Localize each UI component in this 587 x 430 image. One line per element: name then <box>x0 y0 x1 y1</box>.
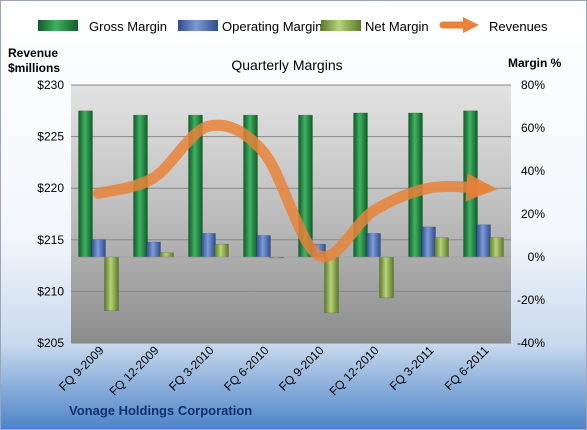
bar-net-margin-2 <box>214 243 229 258</box>
category-label-2: FQ 3-2010 <box>166 343 217 394</box>
right-axis-ticks: -40% -20% 0% 20% 40% 60% 80% <box>517 78 545 350</box>
bar-operating-margin-3 <box>256 235 271 258</box>
category-labels: FQ 9-2009 FQ 12-2009 FQ 3-2010 FQ 6-2010 FQ … <box>56 343 492 398</box>
legend-label-operating-margin: Operating Margin <box>222 19 322 34</box>
legend-label-net-margin: Net Margin <box>365 19 429 34</box>
category-label-0: FQ 9-2009 <box>56 343 107 394</box>
left-tick-label-5: $230 <box>37 78 64 92</box>
left-tick-label-3: $220 <box>37 181 64 195</box>
legend-label-gross-margin: Gross Margin <box>89 19 167 34</box>
left-tick-label-1: $210 <box>37 284 64 298</box>
category-label-5: FQ 12-2010 <box>326 343 381 398</box>
right-tick-label-4: 40% <box>521 164 545 178</box>
bar-operating-margin-0 <box>91 239 106 258</box>
legend: Gross Margin Operating Margin Net Margin… <box>38 17 548 34</box>
left-tick-label-0: $205 <box>37 336 64 350</box>
right-tick-label-5: 60% <box>521 121 545 135</box>
right-tick-label-0: -40% <box>517 336 545 350</box>
right-tick-label-3: 20% <box>521 207 545 221</box>
bar-net-margin-0 <box>104 256 119 311</box>
bar-net-margin-4 <box>324 256 339 314</box>
right-tick-label-6: 80% <box>521 78 545 92</box>
bar-operating-margin-1 <box>146 241 161 258</box>
left-tick-label-4: $225 <box>37 130 64 144</box>
category-label-6: FQ 3-2011 <box>387 343 437 393</box>
right-axis-title: Margin % <box>508 56 562 70</box>
chart-title: Quarterly Margins <box>231 57 342 73</box>
legend-label-revenues: Revenues <box>489 19 548 34</box>
bar-operating-margin-7 <box>476 224 491 258</box>
bar-net-margin-1 <box>159 252 174 258</box>
category-label-1: FQ 12-2009 <box>106 343 161 398</box>
left-axis-ticks: $205 $210 $215 $220 $225 $230 <box>37 78 64 350</box>
bar-operating-margin-5 <box>366 233 381 258</box>
bar-net-margin-7 <box>489 237 504 258</box>
legend-swatch-gross-margin <box>38 20 78 31</box>
category-label-3: FQ 6-2010 <box>221 343 272 394</box>
company-name: Vonage Holdings Corporation <box>69 403 252 418</box>
bar-net-margin-5 <box>379 256 394 299</box>
revenue-line <box>93 119 498 263</box>
revenue-line-arrowhead <box>465 173 498 202</box>
bar-series <box>71 110 511 314</box>
category-label-7: FQ 6-2011 <box>442 343 492 393</box>
left-tick-label-2: $215 <box>37 233 64 247</box>
category-label-4: FQ 9-2010 <box>276 343 327 394</box>
bar-net-margin-6 <box>434 237 449 258</box>
legend-swatch-net-margin <box>321 20 361 31</box>
right-tick-label-1: -20% <box>517 293 545 307</box>
revenue-line-path <box>93 119 489 263</box>
right-tick-label-2: 0% <box>528 250 546 264</box>
legend-swatch-operating-margin <box>178 20 218 31</box>
legend-arrow-icon <box>463 17 479 33</box>
left-axis-title-line2: $millions <box>8 61 60 75</box>
left-axis-title-line1: Revenue <box>8 46 58 60</box>
bar-operating-margin-2 <box>201 233 216 258</box>
bar-gross-margin-0 <box>78 110 93 258</box>
bar-operating-margin-6 <box>421 226 436 258</box>
